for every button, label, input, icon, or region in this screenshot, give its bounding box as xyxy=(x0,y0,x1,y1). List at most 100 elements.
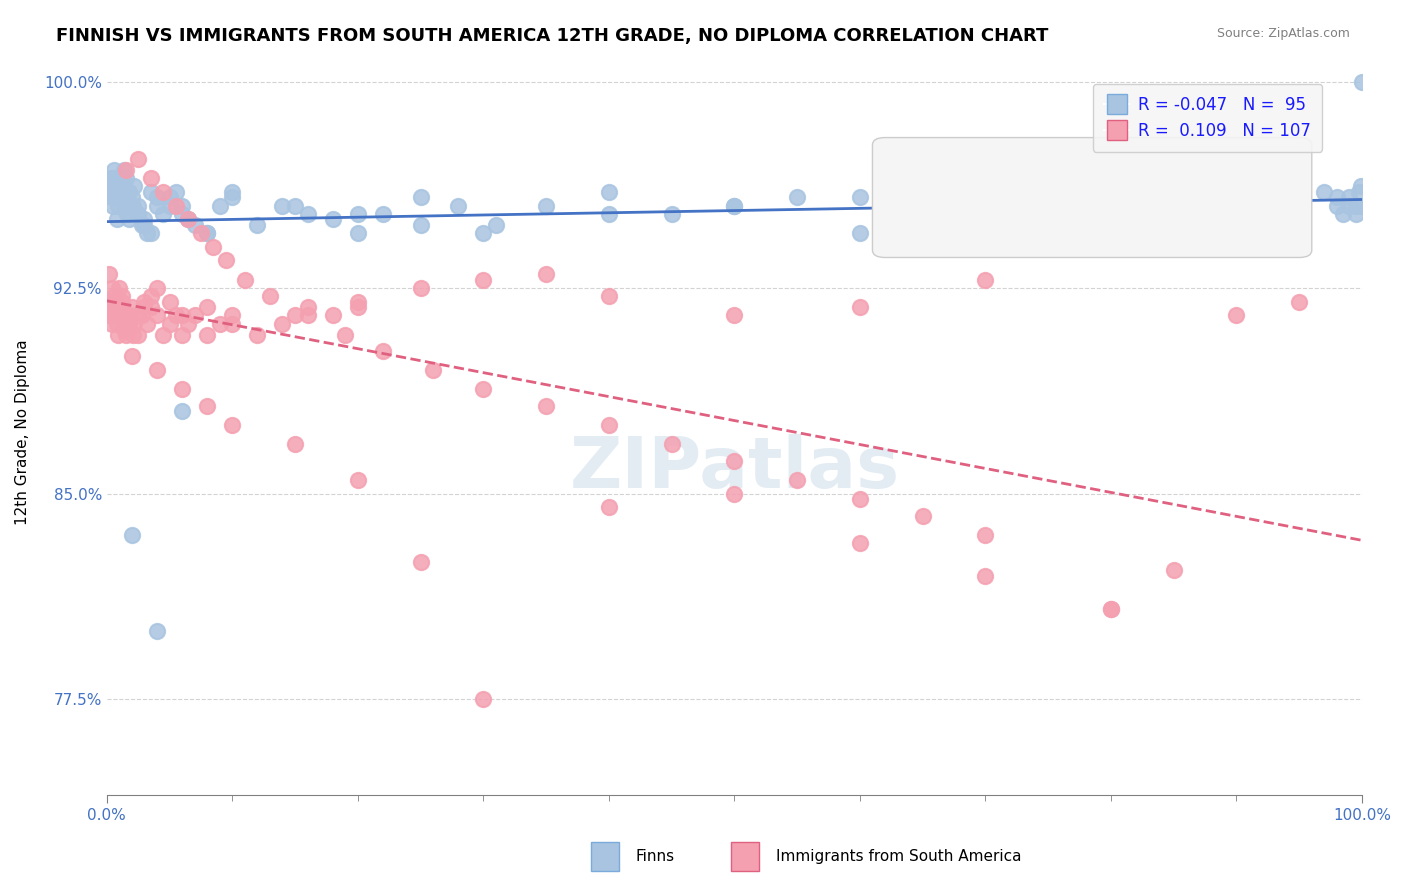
Point xyxy=(246,218,269,232)
Point xyxy=(112,163,135,178)
Point xyxy=(112,322,135,336)
Text: Finns: Finns xyxy=(636,849,675,863)
Point xyxy=(1099,218,1122,232)
Point xyxy=(103,309,125,323)
Point xyxy=(246,327,269,342)
Point xyxy=(114,199,136,213)
Point xyxy=(221,309,243,323)
Point xyxy=(1326,190,1348,204)
Point xyxy=(221,418,243,433)
Point xyxy=(1288,218,1310,232)
Point xyxy=(121,300,143,314)
Point xyxy=(723,486,745,500)
Point xyxy=(1344,199,1367,213)
Point xyxy=(183,218,205,232)
Point xyxy=(135,226,157,240)
Point xyxy=(135,317,157,331)
Point xyxy=(146,190,169,204)
Point xyxy=(534,399,557,413)
Point xyxy=(322,212,344,227)
Point xyxy=(1163,563,1185,577)
Point xyxy=(335,327,357,342)
Point xyxy=(100,281,122,295)
Point xyxy=(346,473,368,487)
Point xyxy=(115,207,138,221)
Point xyxy=(170,327,193,342)
Point xyxy=(114,163,136,178)
Point xyxy=(346,207,368,221)
Point xyxy=(139,185,162,199)
Point xyxy=(98,309,121,323)
Point xyxy=(104,300,127,314)
Point xyxy=(131,218,153,232)
Point xyxy=(1344,207,1367,221)
Point xyxy=(177,317,200,331)
Point xyxy=(284,437,307,451)
Point xyxy=(1225,207,1247,221)
Point xyxy=(159,294,181,309)
Point xyxy=(127,152,149,166)
Y-axis label: 12th Grade, No Diploma: 12th Grade, No Diploma xyxy=(15,339,30,524)
Point xyxy=(1163,190,1185,204)
Point xyxy=(215,253,238,268)
Point xyxy=(131,309,153,323)
Point xyxy=(661,207,683,221)
Point xyxy=(974,527,997,541)
Point xyxy=(105,300,128,314)
Point xyxy=(110,300,132,314)
Point xyxy=(127,327,149,342)
Point xyxy=(100,171,122,186)
Point xyxy=(152,185,174,199)
Point xyxy=(107,327,129,342)
Point xyxy=(472,383,495,397)
Point xyxy=(297,207,319,221)
Point xyxy=(134,218,156,232)
Text: Source: ZipAtlas.com: Source: ZipAtlas.com xyxy=(1216,27,1350,40)
Point xyxy=(111,190,134,204)
Point xyxy=(118,185,141,199)
Point xyxy=(271,317,294,331)
Point xyxy=(447,199,470,213)
Point xyxy=(1326,199,1348,213)
Point xyxy=(101,294,124,309)
Point xyxy=(1348,185,1371,199)
Point xyxy=(422,363,444,377)
Point xyxy=(139,171,162,186)
Point xyxy=(208,199,231,213)
Point xyxy=(139,289,162,303)
Point xyxy=(208,317,231,331)
Point xyxy=(723,199,745,213)
Point xyxy=(849,190,872,204)
Point xyxy=(101,199,124,213)
Point xyxy=(284,309,307,323)
Legend: R = -0.047   N =  95, R =  0.109   N = 107: R = -0.047 N = 95, R = 0.109 N = 107 xyxy=(1092,84,1322,152)
Point xyxy=(127,207,149,221)
Point xyxy=(271,199,294,213)
Point xyxy=(322,309,344,323)
Point xyxy=(165,309,187,323)
Point xyxy=(105,212,128,227)
Point xyxy=(849,492,872,507)
Point xyxy=(103,171,125,186)
Point xyxy=(1225,309,1247,323)
Point xyxy=(409,281,432,295)
Point xyxy=(346,294,368,309)
Point xyxy=(598,207,620,221)
Point xyxy=(195,226,218,240)
Point xyxy=(221,190,243,204)
Text: FINNISH VS IMMIGRANTS FROM SOUTH AMERICA 12TH GRADE, NO DIPLOMA CORRELATION CHAR: FINNISH VS IMMIGRANTS FROM SOUTH AMERICA… xyxy=(56,27,1049,45)
Point xyxy=(371,207,394,221)
Point xyxy=(974,569,997,583)
Point xyxy=(195,399,218,413)
Point xyxy=(134,212,156,227)
Point xyxy=(139,300,162,314)
Point xyxy=(974,273,997,287)
Point xyxy=(139,226,162,240)
Point xyxy=(152,327,174,342)
Point xyxy=(297,309,319,323)
Point xyxy=(472,692,495,706)
Point xyxy=(1331,207,1354,221)
Point xyxy=(409,218,432,232)
Point xyxy=(911,508,934,523)
Point xyxy=(118,212,141,227)
